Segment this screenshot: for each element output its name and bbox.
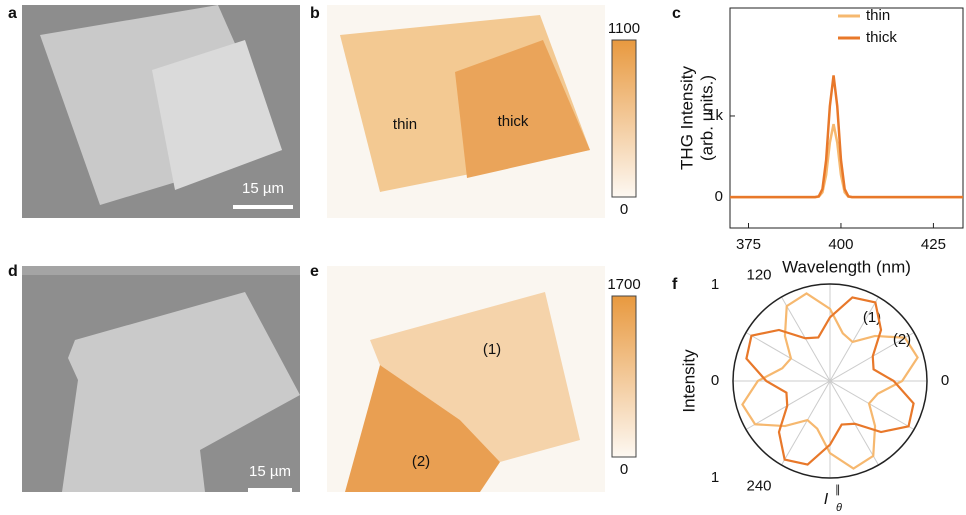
- colorbar-tick-label: 0: [620, 461, 628, 478]
- scale-label: 15 µm: [249, 463, 291, 480]
- theta-tick-label: 120: [746, 266, 771, 283]
- panel-label: a: [8, 5, 17, 22]
- y-tick-label: 1k: [707, 107, 723, 124]
- colorbar-tick-label: 0: [620, 201, 628, 218]
- colorbar-tick-label: 1700: [607, 276, 640, 293]
- plot-frame: [729, 7, 964, 229]
- y-axis-label: THG Intensity: [677, 66, 696, 170]
- theta-tick-label: 0: [941, 372, 949, 389]
- edge: [22, 266, 300, 275]
- x-tick-label: 400: [828, 236, 853, 253]
- polar-series: [745, 296, 915, 466]
- polar-series: [741, 292, 919, 470]
- line-series: [730, 75, 963, 199]
- legend-label: thin: [866, 7, 890, 24]
- region-1: [370, 292, 580, 462]
- polar-frame: [732, 283, 928, 479]
- panel-label: b: [310, 5, 320, 22]
- side-label: 1: [711, 469, 719, 486]
- line-series: [730, 123, 963, 199]
- side-label: 0: [711, 372, 719, 389]
- y-axis-label: Intensity: [679, 349, 698, 413]
- scale-label: 15 µm: [242, 180, 284, 197]
- y-axis-label: (arb. units.): [697, 75, 716, 161]
- colorbar-tick-label: 1100: [608, 20, 640, 37]
- region-label: (2): [412, 453, 430, 470]
- colorbar: [611, 295, 637, 458]
- flake-thick: [152, 40, 282, 190]
- x-tick-label: 375: [736, 236, 761, 253]
- region-2: [345, 365, 500, 492]
- region-label: (1): [483, 341, 501, 358]
- polar-spokes: [733, 284, 927, 478]
- y-tick-label: 0: [715, 188, 723, 205]
- panel-label: d: [8, 263, 18, 280]
- colorbar: [611, 39, 637, 198]
- theta-label-sub: θ: [836, 502, 842, 514]
- x-axis-label: Wavelength (nm): [782, 257, 911, 276]
- series-label: (2): [893, 331, 911, 348]
- theta-tick-label: 240: [746, 478, 771, 495]
- x-tick-label: 425: [921, 236, 946, 253]
- theta-label: I: [824, 491, 829, 508]
- panel-label: c: [672, 5, 681, 22]
- theta-label-sup: ∥: [835, 484, 841, 496]
- region-thick: [455, 40, 590, 178]
- legend-label: thick: [866, 29, 897, 46]
- panel-label: e: [310, 263, 319, 280]
- flake: [62, 292, 300, 492]
- side-label: 1: [711, 276, 719, 293]
- panel-label: f: [672, 276, 678, 293]
- region-label: thin: [393, 116, 417, 133]
- region-label: thick: [498, 113, 529, 130]
